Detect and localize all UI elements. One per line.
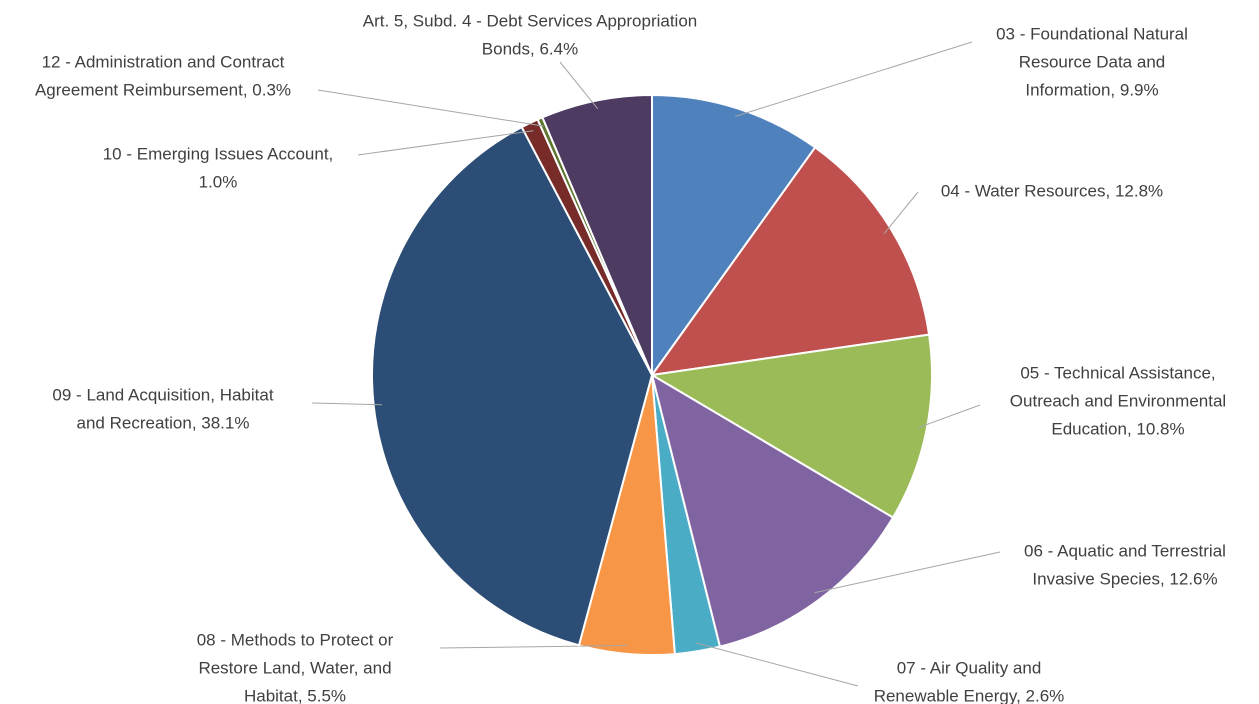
data-label: 07 - Air Quality and [897, 658, 1042, 677]
leader-line [918, 404, 981, 429]
data-label: Education, 10.8% [1051, 419, 1184, 438]
data-label: 12 - Administration and Contract [42, 52, 285, 71]
data-label: 1.0% [199, 172, 238, 191]
data-label: 05 - Technical Assistance, [1020, 363, 1215, 382]
data-label: 10 - Emerging Issues Account, [103, 144, 334, 163]
data-label: 06 - Aquatic and Terrestrial [1024, 541, 1226, 560]
data-label: Bonds, 6.4% [482, 39, 578, 58]
data-label: Resource Data and [1019, 52, 1165, 71]
leader-line [734, 41, 973, 117]
leader-line [814, 551, 1001, 594]
data-label: Habitat, 5.5% [244, 686, 346, 704]
leader-line [317, 89, 544, 127]
leader-line [311, 402, 383, 406]
pie-slice [649, 146, 931, 377]
data-label: Information, 9.9% [1025, 80, 1158, 99]
pie-slice [649, 333, 933, 519]
data-label: Outreach and Environmental [1010, 391, 1226, 410]
data-label: Art. 5, Subd. 4 - Debt Services Appropri… [363, 11, 698, 30]
data-label: Renewable Energy, 2.6% [874, 686, 1065, 704]
data-label: 08 - Methods to Protect or [197, 630, 394, 649]
data-label: 09 - Land Acquisition, Habitat [52, 385, 273, 404]
data-label: 04 - Water Resources, 12.8% [941, 181, 1163, 200]
pie-slice [541, 93, 653, 376]
data-label: Invasive Species, 12.6% [1032, 569, 1217, 588]
pie-slice [371, 125, 654, 647]
data-label: Agreement Reimbursement, 0.3% [35, 80, 291, 99]
leader-line [439, 644, 628, 649]
data-label: Restore Land, Water, and [198, 658, 391, 677]
pie-slice [651, 93, 817, 379]
leader-line [559, 61, 599, 110]
leader-line [696, 642, 859, 687]
leader-line [883, 191, 919, 235]
leader-line [357, 130, 534, 156]
data-label: 03 - Foundational Natural [996, 24, 1188, 43]
pie-slice [650, 372, 895, 648]
data-label: and Recreation, 38.1% [77, 413, 250, 432]
